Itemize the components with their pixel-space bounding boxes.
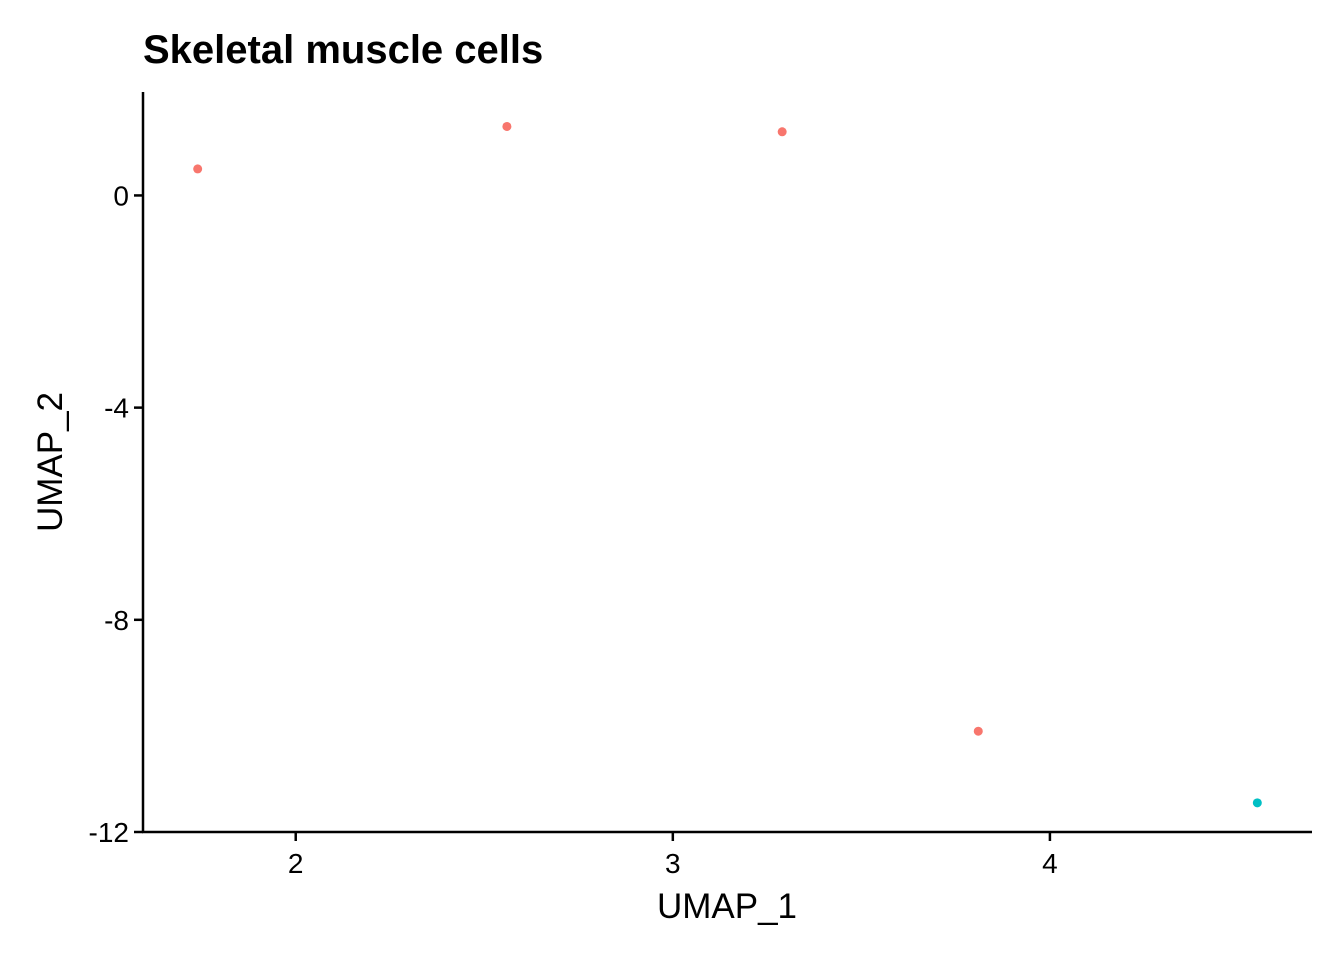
data-points <box>193 121 1262 808</box>
x-tick-label: 2 <box>288 848 304 879</box>
y-tick-label: -4 <box>104 393 129 424</box>
data-point <box>193 164 203 174</box>
data-point <box>973 726 983 736</box>
y-tick-label: -12 <box>89 817 129 848</box>
data-point <box>502 121 512 131</box>
x-tick-label: 4 <box>1042 848 1058 879</box>
x-axis-title: UMAP_1 <box>657 887 797 926</box>
chart-title: Skeletal muscle cells <box>143 28 543 72</box>
data-point <box>777 127 787 137</box>
plot-area: 2 3 4 0 -4 -8 -12 <box>89 92 1312 879</box>
data-point <box>1252 798 1262 808</box>
x-tick-label: 3 <box>665 848 681 879</box>
y-tick-label: 0 <box>113 180 129 211</box>
y-tick-label: -8 <box>104 605 129 636</box>
y-axis-title: UMAP_2 <box>31 392 70 532</box>
y-axis-ticks: 0 -4 -8 -12 <box>89 180 143 848</box>
x-axis-ticks: 2 3 4 <box>288 832 1058 879</box>
